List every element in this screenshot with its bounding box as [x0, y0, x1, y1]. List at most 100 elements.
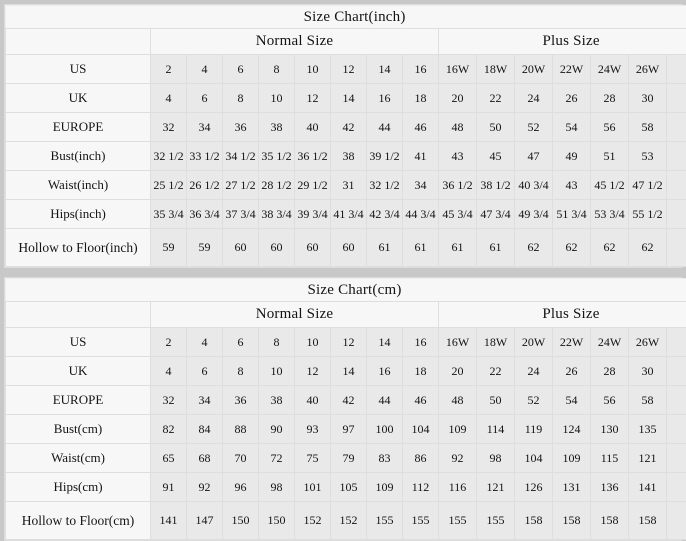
- cell-value: 34: [403, 171, 439, 200]
- cell-value: 26: [553, 84, 591, 113]
- cell-value: 136: [591, 473, 629, 502]
- cell-value: 155: [477, 502, 515, 540]
- cell-value: 31: [331, 171, 367, 200]
- cell-value: 109: [439, 415, 477, 444]
- cell-value: 4: [151, 357, 187, 386]
- cell-value: 40 3/4: [515, 171, 553, 200]
- cell-value: 22W: [553, 328, 591, 357]
- cell-value: 130: [591, 415, 629, 444]
- cell-value: [667, 171, 686, 200]
- cell-value: 51: [591, 142, 629, 171]
- row-label: Hollow to Floor(inch): [6, 229, 151, 267]
- cell-value: 51 3/4: [553, 200, 591, 229]
- cell-value: 18: [403, 357, 439, 386]
- cell-value: 114: [477, 415, 515, 444]
- cell-value: [667, 502, 686, 540]
- cell-value: [667, 473, 686, 502]
- cell-value: 90: [259, 415, 295, 444]
- cell-value: 24: [515, 357, 553, 386]
- cell-value: 104: [403, 415, 439, 444]
- cell-value: 8: [259, 55, 295, 84]
- cell-value: 46: [403, 113, 439, 142]
- cell-value: 14: [367, 55, 403, 84]
- group-header-normal-size: Normal Size: [151, 29, 439, 55]
- cell-value: 38: [259, 113, 295, 142]
- cell-value: 49: [553, 142, 591, 171]
- cell-value: 20: [439, 357, 477, 386]
- cell-value: 62: [591, 229, 629, 267]
- cell-value: 82: [151, 415, 187, 444]
- cell-value: 6: [223, 328, 259, 357]
- row-label: Waist(cm): [6, 444, 151, 473]
- row-label: EUROPE: [6, 113, 151, 142]
- cell-value: 42: [331, 386, 367, 415]
- cell-value: 53 3/4: [591, 200, 629, 229]
- row-label: Waist(inch): [6, 171, 151, 200]
- cell-value: 109: [367, 473, 403, 502]
- cell-value: 158: [591, 502, 629, 540]
- cell-value: 29 1/2: [295, 171, 331, 200]
- cell-value: 8: [259, 328, 295, 357]
- cell-value: 52: [515, 113, 553, 142]
- cell-value: 126: [515, 473, 553, 502]
- cell-value: 8: [223, 84, 259, 113]
- cell-value: 119: [515, 415, 553, 444]
- cell-value: 10: [295, 328, 331, 357]
- cell-value: 158: [553, 502, 591, 540]
- cell-value: 12: [331, 328, 367, 357]
- group-header-plus-size: Plus Size: [439, 302, 686, 328]
- group-header-normal-size: Normal Size: [151, 302, 439, 328]
- cell-value: 59: [187, 229, 223, 267]
- cell-value: 36 1/2: [295, 142, 331, 171]
- cell-value: 32: [151, 113, 187, 142]
- cell-value: 150: [259, 502, 295, 540]
- row-label: UK: [6, 84, 151, 113]
- cell-value: 116: [439, 473, 477, 502]
- cell-value: 60: [295, 229, 331, 267]
- cell-value: 34: [187, 386, 223, 415]
- cell-value: 12: [331, 55, 367, 84]
- cell-value: 61: [477, 229, 515, 267]
- cell-value: [667, 229, 686, 267]
- cell-value: 97: [331, 415, 367, 444]
- cell-value: 16: [367, 84, 403, 113]
- cell-value: 18W: [477, 55, 515, 84]
- row-label: Bust(inch): [6, 142, 151, 171]
- cell-value: 70: [223, 444, 259, 473]
- cell-value: 20W: [515, 55, 553, 84]
- row-label: UK: [6, 357, 151, 386]
- cell-value: 6: [187, 84, 223, 113]
- cell-value: 14: [331, 357, 367, 386]
- cell-value: 49 3/4: [515, 200, 553, 229]
- cell-value: 47 3/4: [477, 200, 515, 229]
- cell-value: 147: [187, 502, 223, 540]
- cell-value: 24W: [591, 55, 629, 84]
- cell-value: 28 1/2: [259, 171, 295, 200]
- cell-value: 101: [295, 473, 331, 502]
- cell-value: 62: [629, 229, 667, 267]
- cell-value: 75: [295, 444, 331, 473]
- cell-value: 24: [515, 84, 553, 113]
- cell-value: 38 1/2: [477, 171, 515, 200]
- cell-value: 10: [259, 357, 295, 386]
- cell-value: 16: [403, 328, 439, 357]
- cell-value: 16: [367, 357, 403, 386]
- cell-value: 18W: [477, 328, 515, 357]
- row-label: Hips(inch): [6, 200, 151, 229]
- cell-value: 155: [403, 502, 439, 540]
- cell-value: 42: [331, 113, 367, 142]
- row-label: EUROPE: [6, 386, 151, 415]
- cell-value: 56: [591, 113, 629, 142]
- cell-value: 41: [403, 142, 439, 171]
- cell-value: 32: [151, 386, 187, 415]
- cell-value: 105: [331, 473, 367, 502]
